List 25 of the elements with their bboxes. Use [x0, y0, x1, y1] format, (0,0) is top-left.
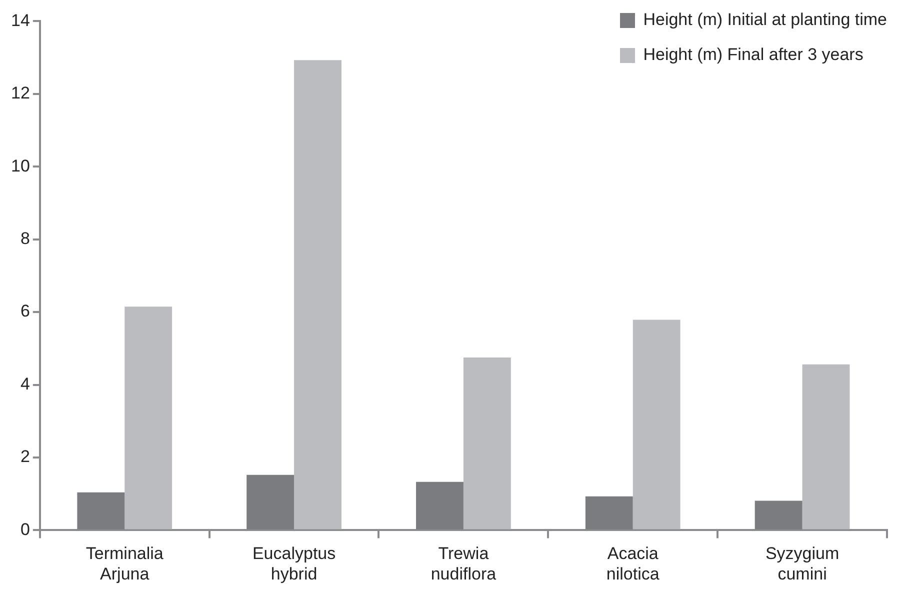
y-tick-label: 12 — [10, 84, 30, 103]
bar — [294, 60, 342, 530]
bar — [463, 358, 511, 530]
legend-label: Height (m) Initial at planting time — [643, 10, 887, 30]
x-tick-label: Syzygium cumini — [765, 544, 840, 584]
y-tick-label: 6 — [20, 302, 30, 321]
y-tick-label: 10 — [10, 156, 30, 176]
bar — [246, 474, 294, 530]
y-tick-label: 4 — [20, 374, 30, 394]
x-tick-label: Trewia nudiflora — [430, 544, 497, 584]
bar — [632, 320, 680, 530]
y-tick-label: 8 — [20, 229, 30, 248]
y-tick-label: 2 — [20, 447, 30, 466]
bar — [754, 500, 802, 530]
y-tick-label: 0 — [20, 520, 30, 539]
x-tick-label: Eucalyptus hybrid — [252, 544, 336, 584]
bar — [124, 306, 172, 530]
legend-label: Height (m) Final after 3 years — [643, 45, 864, 65]
bar — [77, 492, 125, 530]
x-tick-label: Terminalia Arjuna — [86, 544, 164, 584]
bar — [416, 482, 464, 530]
bar — [585, 496, 633, 530]
y-tick-label: 14 — [10, 10, 30, 30]
bar — [802, 364, 850, 530]
x-tick-label: Acacia nilotica — [606, 544, 660, 584]
